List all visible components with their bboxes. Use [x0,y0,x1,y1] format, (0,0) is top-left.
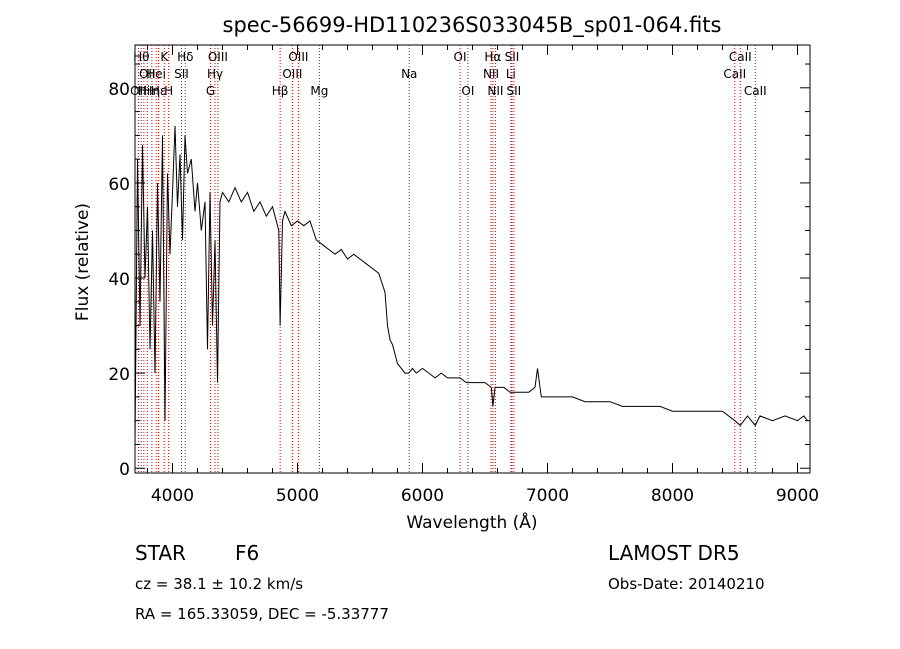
y-axis-ticks: 0 20 40 60 80 [108,63,810,480]
y-axis-label: Flux (relative) [73,203,93,321]
y-tick-label: 0 [119,460,130,480]
x-tick-label: 4000 [151,486,194,506]
plot-frame [134,44,811,474]
line-marker-label: OII [139,67,156,81]
object-subclass: F6 [235,541,259,565]
line-marker-label: CaII [744,84,767,98]
line-marker-label: Hβ [272,84,289,98]
x-axis-label: Wavelength (Å) [406,511,537,533]
line-marker-label: Li [506,67,516,81]
line-marker-label: NII [487,84,503,98]
x-tick-label: 5000 [276,486,319,506]
x-axis-ticks: 4000 5000 6000 7000 8000 9000 [147,45,819,506]
line-marker-label: SII [505,50,520,64]
y-tick-label: 80 [108,80,130,100]
emission-line-markers [137,45,756,473]
redshift-velocity: cz = 38.1 ± 10.2 km/s [135,575,303,593]
x-tick-label: 9000 [776,486,819,506]
line-marker-label: Hei [146,67,166,81]
line-marker-label: SII [174,67,189,81]
line-marker-label: Hη [144,84,161,98]
line-marker-label: Hα [484,50,501,64]
line-marker-label: OI [461,84,474,98]
object-class: STAR [135,541,186,565]
line-marker-label: Hε [151,84,167,98]
y-tick-label: 60 [108,175,130,195]
line-marker-label: G [206,84,215,98]
line-marker-label: OIII [282,67,302,81]
survey-name: LAMOST DR5 [608,541,740,565]
line-marker-label: CaII [723,67,746,81]
line-marker-label: OI [454,50,467,64]
line-marker-label: OIII [288,50,308,64]
x-tick-label: 6000 [401,486,444,506]
line-marker-label: SII [507,84,522,98]
line-marker-label: Hθ [133,50,149,64]
chart-title: spec-56699-HD110236S033045B_sp01-064.fit… [223,13,722,38]
x-tick-label: 7000 [526,486,569,506]
line-marker-label: Hγ [207,67,223,81]
observation-date: Obs-Date: 20140210 [608,575,765,593]
emission-line-labels: OIIHθHiOIIHηHeiHεKHSIIHδGHγOIIIHβOIIIOII… [130,50,767,98]
line-marker-label: K [160,50,169,64]
line-marker-label: OIII [208,50,228,64]
x-tick-label: 8000 [651,486,694,506]
spectrum-line [134,125,808,445]
line-marker-label: NII [483,67,499,81]
line-marker-label: CaII [729,50,752,64]
line-marker-label: Na [401,67,417,81]
sky-coordinates: RA = 165.33059, DEC = -5.33777 [135,605,389,623]
line-marker-label: Mg [310,84,328,98]
line-marker-label: H [164,84,173,98]
y-tick-label: 20 [108,365,130,385]
y-tick-label: 40 [108,270,130,290]
line-marker-label: Hδ [177,50,193,64]
